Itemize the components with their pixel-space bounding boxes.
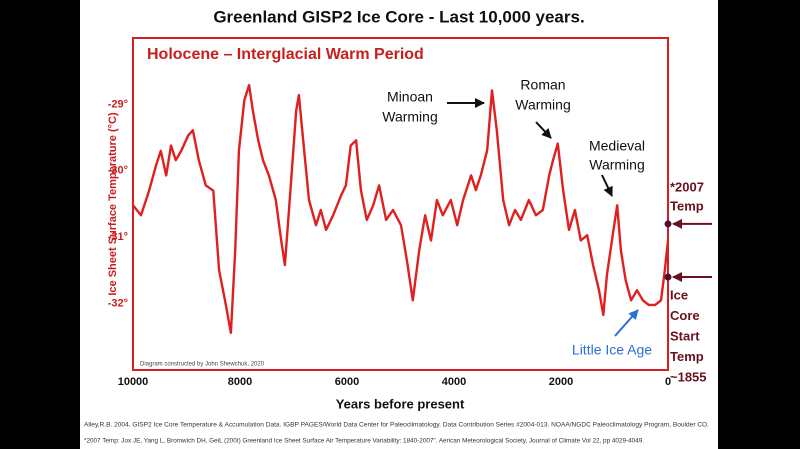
- marker-label: Temp: [670, 198, 704, 213]
- annotation: Medieval: [589, 138, 645, 154]
- footnote: Alley,R.B. 2004. GISP2 Ice Core Temperat…: [84, 423, 709, 429]
- x-axis-title: Years before present: [336, 396, 465, 411]
- x-tick-label: 2000: [549, 376, 573, 388]
- y-tick-label: -31°: [108, 231, 128, 243]
- subtitle: Holocene – Interglacial Warm Period: [147, 46, 424, 63]
- temperature-marker: [664, 273, 672, 281]
- annotation: Warming: [515, 97, 571, 113]
- slide-background: [80, 0, 718, 449]
- marker-label: *2007: [670, 179, 704, 194]
- annotation-arrow: [601, 174, 613, 197]
- marker-label: Temp: [670, 349, 704, 364]
- x-tick-label: 6000: [335, 376, 359, 388]
- footnote: *2007 Temp: Jox JE, Yang L, Bromwich DH,…: [84, 439, 644, 445]
- marker-label: Start: [670, 328, 700, 343]
- y-tick-label: -30°: [108, 165, 128, 177]
- annotation-arrow: [614, 309, 639, 337]
- credit: Diagram constructed by John Shewchuk, 20…: [140, 362, 265, 368]
- y-tick-label: -29°: [108, 98, 128, 110]
- y-tick-label: -32°: [108, 298, 128, 310]
- chart-title: Greenland GISP2 Ice Core - Last 10,000 y…: [213, 7, 584, 26]
- x-tick-label: 10000: [118, 376, 149, 388]
- x-tick-label: 8000: [228, 376, 252, 388]
- x-tick-label: 4000: [442, 376, 466, 388]
- marker-label: ~1855: [670, 369, 707, 384]
- y-axis-title: Ice Sheet Surface Temperature (°C): [107, 112, 119, 296]
- marker-label: Core: [670, 308, 700, 323]
- x-tick-label: 0: [665, 376, 671, 388]
- temperature-marker: [664, 220, 672, 228]
- annotation: Roman: [520, 77, 565, 93]
- annotation: Warming: [589, 157, 645, 173]
- marker-label: Ice: [670, 287, 688, 302]
- annotation: Minoan: [387, 89, 433, 105]
- plot-frame: [132, 37, 669, 371]
- annotation: Warming: [382, 109, 438, 125]
- temperature-line: [132, 83, 670, 334]
- annotation: Little Ice Age: [572, 342, 652, 358]
- annotation-arrow: [535, 121, 552, 139]
